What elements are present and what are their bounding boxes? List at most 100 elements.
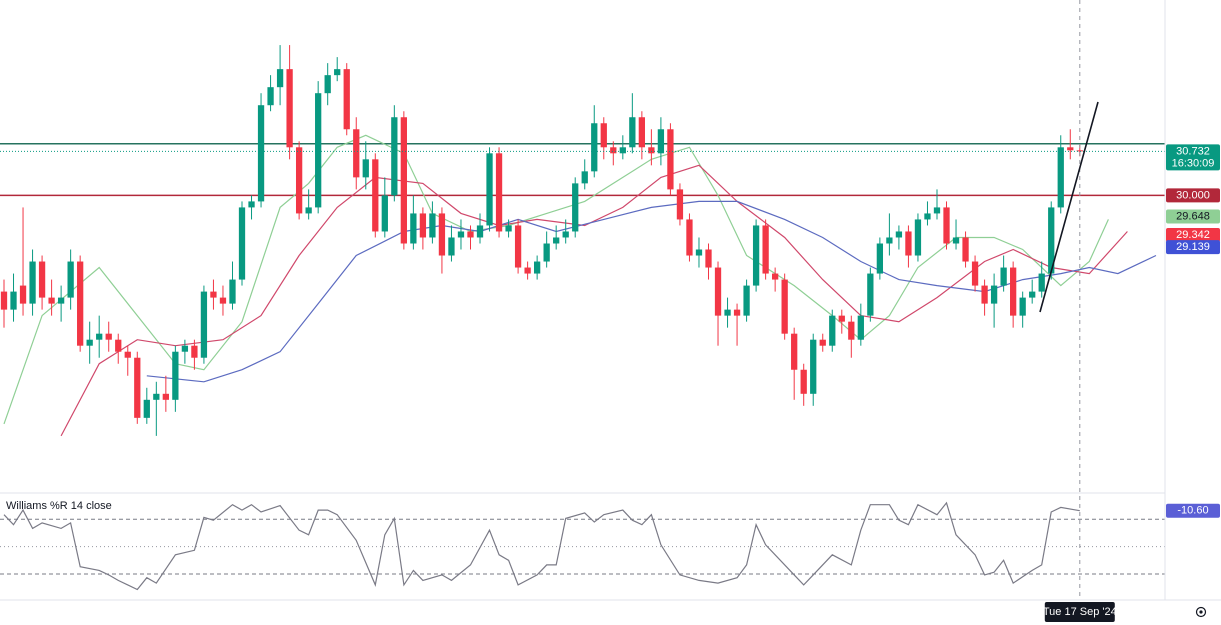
candle-body — [772, 273, 779, 280]
price-label: -10.60 — [1177, 505, 1208, 517]
candle-body — [210, 291, 217, 298]
price-label-bg — [1166, 188, 1220, 203]
candle-body — [857, 315, 864, 340]
price-label-bg — [1166, 503, 1220, 518]
candle-body — [657, 129, 665, 154]
candle-body — [457, 231, 465, 238]
candle-body — [334, 69, 341, 76]
candle-body — [905, 231, 912, 256]
candle-body — [48, 297, 55, 304]
candle-body — [172, 351, 179, 400]
candle-body — [876, 243, 884, 274]
price-label: 30.000 — [1176, 189, 1210, 201]
candle-body — [524, 267, 531, 274]
candle-body — [629, 117, 636, 148]
candle-body — [315, 93, 322, 208]
candle-body — [762, 225, 769, 274]
candle-body — [695, 249, 703, 256]
candle-body — [800, 369, 807, 394]
candle-body — [429, 213, 436, 238]
candle-body — [238, 207, 246, 280]
settings-icon[interactable] — [1195, 606, 1207, 618]
price-label: 29.648 — [1176, 210, 1210, 222]
candle-body — [229, 279, 236, 304]
price-label-bg — [1166, 209, 1220, 224]
candle-body — [591, 123, 598, 172]
candle-body — [714, 267, 722, 316]
candle-body — [295, 147, 303, 214]
price-label: 29.139 — [1176, 241, 1210, 253]
candle-body — [343, 69, 350, 130]
candle-body — [257, 105, 265, 202]
candle-body — [648, 147, 655, 154]
candle-body — [86, 339, 93, 346]
price-label: 29.342 — [1176, 229, 1210, 241]
candle-body — [77, 261, 84, 346]
candle-body — [553, 237, 560, 244]
crosshair-label-bg — [1044, 602, 1115, 622]
candle-body — [19, 285, 27, 304]
candle-body — [1029, 291, 1036, 298]
candle-body — [419, 213, 427, 238]
candle-body — [391, 117, 398, 196]
grid — [0, 518, 1165, 575]
price-label-bg — [1166, 227, 1220, 242]
candle-body — [572, 183, 579, 232]
candle-body — [286, 69, 293, 148]
candle-body — [667, 129, 674, 190]
candle-body — [1000, 267, 1007, 286]
candle-body — [610, 147, 617, 154]
candle-body — [638, 117, 646, 148]
candle-body — [733, 309, 741, 316]
candle-body — [990, 285, 998, 304]
candle-body — [96, 333, 103, 340]
candle-body — [476, 225, 484, 238]
candle-body — [353, 129, 360, 178]
candle-body — [600, 123, 607, 148]
price-label-bg — [1166, 240, 1220, 255]
candle-body — [57, 297, 65, 304]
candle-body — [10, 291, 17, 310]
candle-body — [191, 345, 198, 358]
candle-body — [410, 213, 417, 244]
candle-body — [248, 201, 255, 208]
candle-body — [29, 261, 36, 304]
candle-body — [1067, 147, 1074, 151]
candle-body — [381, 195, 388, 232]
candle-body — [848, 321, 855, 340]
candle-body — [115, 339, 122, 352]
candle-body — [38, 261, 46, 298]
plot — [0, 0, 1165, 600]
price-label: 30.732 — [1176, 145, 1210, 157]
candle-body — [724, 309, 731, 316]
candle-body — [924, 213, 931, 220]
candle-body — [105, 333, 112, 340]
candle-body — [962, 237, 969, 262]
candle-body — [971, 261, 979, 286]
price-label-bg — [1166, 144, 1220, 171]
candle-body — [1038, 273, 1045, 292]
candle-body — [276, 69, 284, 88]
indicator-legend: Williams %R 14 close — [6, 500, 112, 512]
candle-body — [486, 153, 493, 226]
candle-body — [1057, 147, 1064, 208]
candle-body — [134, 357, 141, 418]
candle-body — [838, 315, 845, 322]
candle-body — [1019, 297, 1026, 316]
candle-body — [705, 249, 712, 268]
candle-body — [619, 147, 626, 154]
candle-body — [1048, 207, 1055, 274]
trend-line — [1039, 101, 1099, 313]
candle-body — [867, 273, 874, 316]
candle-body — [543, 243, 550, 262]
candle-body — [1010, 267, 1017, 316]
candle-body — [819, 339, 826, 346]
candle-body — [743, 285, 750, 316]
candle-body — [362, 159, 369, 178]
indicator-line — [60, 164, 1128, 437]
candle-body — [914, 219, 922, 256]
